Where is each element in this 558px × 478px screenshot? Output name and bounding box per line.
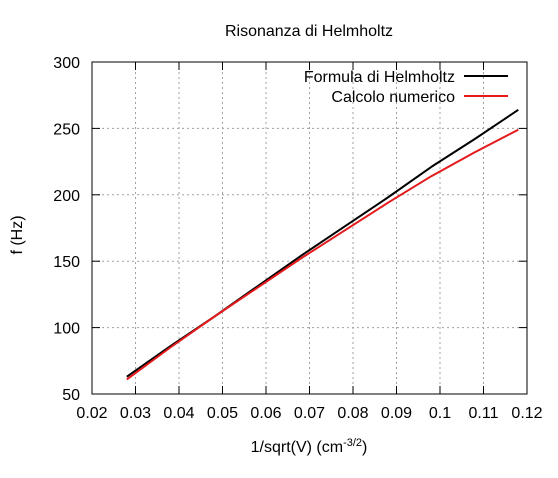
y-tick-label: 100	[53, 321, 80, 338]
legend-label: Formula di Helmholtz	[304, 69, 455, 86]
x-tick-label: 0.11	[469, 405, 499, 422]
x-tick-label: 0.05	[207, 405, 238, 422]
y-tick-label: 250	[53, 121, 80, 138]
x-tick-label: 0.09	[381, 405, 412, 422]
series-line	[126, 128, 519, 381]
x-tick-label: 0.03	[120, 405, 151, 422]
x-axis-label-main: 1/sqrt(V) (cm	[251, 439, 343, 456]
y-tick-label: 200	[53, 188, 80, 205]
ticks: 0.02 0.03 0.04 0.05 0.06 0.07 0.08 0.09 0.1 0.11 0…	[53, 55, 542, 422]
legend: Formula di Helmholtz Calcolo numerico	[304, 69, 508, 106]
x-tick-label: 0.07	[294, 405, 325, 422]
x-tick-label: 0.08	[337, 405, 368, 422]
y-tick-label: 300	[53, 55, 80, 72]
x-axis-label-end: )	[362, 439, 367, 456]
x-tick-label: 0.06	[250, 405, 281, 422]
x-tick-label: 0.02	[76, 405, 107, 422]
series-layer	[126, 108, 519, 381]
y-tick-label: 150	[53, 254, 80, 271]
y-axis-label: f (Hz)	[9, 215, 26, 254]
x-axis-label-superscript: -3/2	[343, 437, 362, 449]
x-tick-label: 0.12	[511, 405, 542, 422]
legend-label: Calcolo numerico	[331, 89, 455, 106]
grid	[92, 62, 527, 394]
x-axis-label: 1/sqrt(V) (cm-3/2)	[251, 437, 368, 456]
x-tick-label: 0.1	[429, 405, 451, 422]
chart-title: Risonanza di Helmholtz	[225, 23, 393, 40]
x-tick-label: 0.04	[163, 405, 194, 422]
y-tick-label: 50	[62, 387, 80, 404]
